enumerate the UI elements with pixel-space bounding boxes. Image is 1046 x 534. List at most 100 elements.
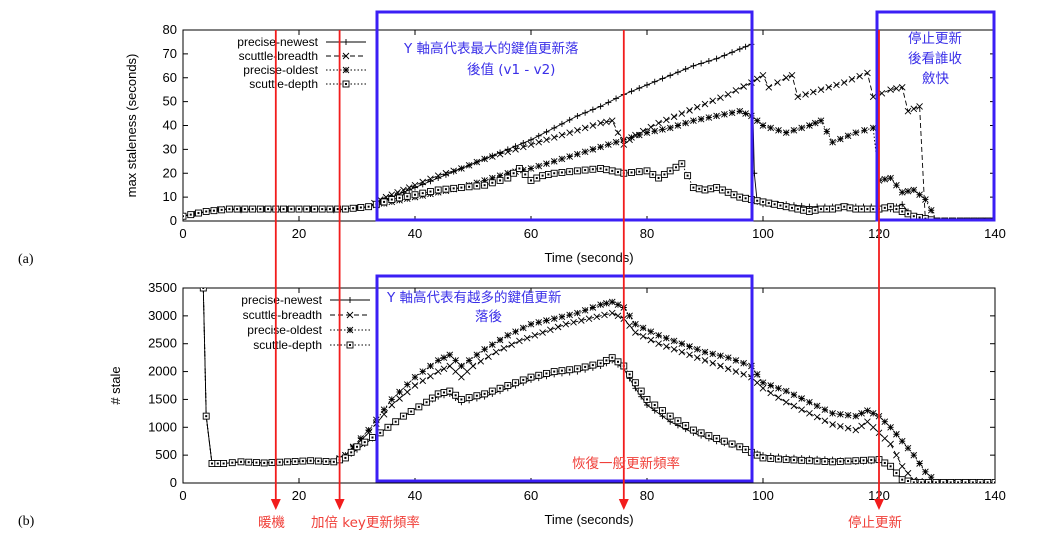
y-axis-title: # stale (108, 366, 123, 404)
data-point-scuttle-depth-dot (762, 200, 764, 203)
data-point-precise-oldest (670, 337, 678, 345)
data-point-scuttle-depth-dot (402, 415, 405, 418)
data-point-scuttle-breadth (570, 319, 577, 326)
data-point-scuttle-breadth (806, 410, 813, 417)
data-point-scuttle-breadth (427, 175, 434, 183)
data-point-precise-oldest (403, 381, 411, 388)
data-point-scuttle-depth-dot (709, 187, 712, 190)
data-point-scuttle-breadth (701, 100, 709, 108)
note-right-line3: 斂快 (922, 71, 950, 87)
data-point-scuttle-breadth (782, 74, 790, 82)
data-point-precise-oldest (558, 155, 566, 163)
data-point-scuttle-depth-dot (723, 440, 726, 443)
data-point-scuttle-depth-dot (738, 445, 741, 448)
data-point-precise-newest (551, 124, 558, 131)
data-point-scuttle-breadth (527, 141, 535, 148)
data-point-scuttle-depth (925, 478, 933, 483)
data-point-precise-oldest (713, 112, 720, 120)
x-tick-label: 20 (292, 488, 306, 503)
data-point-precise-oldest (388, 396, 396, 403)
data-point-scuttle-depth-dot (640, 390, 643, 393)
data-point-precise-oldest (504, 169, 512, 177)
data-point-precise-oldest (904, 444, 912, 452)
data-point-precise-oldest (574, 309, 581, 317)
data-point-scuttle-depth-dot (839, 460, 842, 463)
data-point-precise-oldest (790, 126, 798, 134)
data-point-scuttle-depth-dot (530, 179, 532, 182)
x-tick-label: 40 (408, 226, 422, 241)
data-point-precise-oldest (635, 131, 643, 139)
data-point-scuttle-breadth (904, 107, 912, 115)
data-point-precise-oldest (558, 313, 566, 321)
data-point-scuttle-breadth (566, 129, 573, 136)
data-point-precise-oldest (916, 460, 923, 467)
legend-label-precise-oldest: precise-oldest (247, 323, 322, 337)
data-point-precise-oldest (887, 174, 894, 182)
data-point-scuttle-breadth (782, 398, 790, 406)
data-point-scuttle-depth-dot (800, 459, 803, 462)
y-tick-label: 0 (170, 213, 177, 228)
data-point-precise-oldest (446, 351, 454, 359)
data-point-scuttle-depth-dot (211, 462, 213, 465)
data-point-scuttle-breadth (519, 143, 527, 151)
data-point-scuttle-depth-dot (785, 458, 788, 461)
data-point-precise-oldest (806, 122, 813, 129)
data-point-scuttle-breadth (837, 423, 844, 430)
data-point-scuttle-depth-dot (792, 458, 795, 461)
data-point-precise-oldest (910, 186, 918, 194)
data-point-scuttle-breadth (440, 365, 448, 373)
data-point-precise-newest (520, 140, 527, 147)
y-tick-label: 80 (163, 22, 177, 37)
data-point-scuttle-depth-dot (704, 188, 706, 191)
data-point-scuttle-depth-dot (530, 376, 532, 379)
data-point-precise-oldest (811, 119, 819, 127)
data-point-scuttle-breadth (581, 124, 589, 132)
data-point-scuttle-breadth (881, 435, 889, 442)
data-point-scuttle-depth-dot (222, 462, 225, 465)
data-point-precise-oldest (724, 354, 732, 361)
data-point-precise-oldest (396, 388, 403, 396)
data-point-scuttle-depth-dot (831, 208, 834, 211)
highlight-box-top-main (375, 10, 754, 222)
data-point-precise-newest (659, 75, 666, 82)
data-point-scuttle-breadth (759, 384, 767, 392)
data-point-precise-oldest (473, 351, 481, 359)
note-top-line2: 後值 (v1 - v2) (467, 62, 555, 78)
data-point-scuttle-breadth (829, 421, 836, 428)
data-point-scuttle-depth-dot (785, 205, 788, 208)
data-point-scuttle-depth-dot (305, 208, 308, 211)
data-point-scuttle-depth-dot (383, 200, 386, 203)
data-point-precise-oldest (519, 166, 527, 174)
data-point-scuttle-depth-dot (454, 394, 457, 397)
data-point-precise-oldest (693, 345, 701, 353)
data-point-scuttle-depth-dot (220, 208, 223, 211)
data-point-scuttle-breadth (450, 167, 457, 175)
data-point-scuttle-depth-dot (414, 193, 416, 196)
data-point-scuttle-breadth (504, 148, 512, 156)
data-point-scuttle-depth-dot (738, 196, 741, 199)
data-point-scuttle-depth-dot (733, 193, 735, 196)
y-tick-label: 1000 (148, 419, 177, 434)
data-point-scuttle-depth-dot (506, 177, 509, 180)
data-point-scuttle-depth-dot (918, 216, 921, 219)
data-point-scuttle-depth-dot (263, 461, 266, 464)
data-point-precise-newest (644, 81, 650, 88)
x-tick-label: 20 (292, 226, 306, 241)
data-point-scuttle-depth-dot (870, 458, 873, 461)
legend-label-precise-newest: precise-newest (237, 35, 318, 49)
x-tick-label: 80 (640, 226, 654, 241)
data-point-scuttle-depth-dot (537, 374, 540, 377)
data-point-scuttle-breadth (562, 320, 570, 328)
data-point-scuttle-breadth (647, 336, 655, 344)
x-tick-label: 140 (984, 488, 1006, 503)
data-point-precise-newest (597, 103, 604, 110)
x-tick-label: 60 (524, 488, 538, 503)
data-point-scuttle-depth-dot (762, 456, 764, 459)
data-point-precise-oldest (813, 402, 821, 410)
data-point-scuttle-depth-dot (756, 199, 759, 202)
data-point-scuttle-depth-dot (568, 170, 571, 173)
data-point-scuttle-depth-dot (512, 172, 515, 175)
data-point-scuttle-breadth (798, 406, 805, 413)
data-point-scuttle-breadth (686, 107, 693, 114)
data-point-scuttle-depth-dot (591, 364, 594, 367)
